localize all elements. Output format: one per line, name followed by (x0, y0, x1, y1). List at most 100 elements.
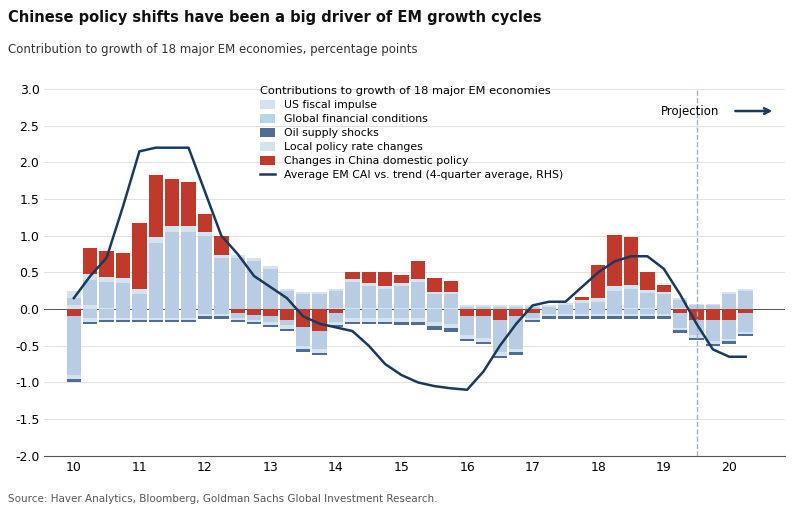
Bar (657, 314, 671, 317)
Bar (574, 314, 589, 317)
Bar (378, 287, 392, 289)
Bar (83, 305, 98, 309)
Bar (329, 322, 343, 325)
Bar (280, 320, 294, 322)
Bar (116, 320, 130, 322)
Bar (99, 310, 114, 318)
Bar (624, 314, 638, 317)
Bar (329, 325, 343, 327)
Bar (443, 324, 458, 328)
Bar (607, 291, 622, 309)
Bar (706, 344, 720, 346)
Bar (116, 310, 130, 318)
Bar (427, 309, 442, 312)
Bar (362, 282, 376, 286)
Bar (607, 317, 622, 319)
Bar (624, 310, 638, 314)
Bar (99, 251, 114, 277)
Bar (706, 320, 720, 323)
Bar (198, 236, 212, 309)
Bar (574, 303, 589, 309)
Bar (99, 277, 114, 280)
Bar (346, 282, 360, 307)
Bar (427, 322, 442, 326)
Bar (214, 317, 229, 319)
Bar (329, 309, 343, 313)
Bar (313, 294, 327, 309)
Legend: US fiscal impulse, Global financial conditions, Oil supply shocks, Local policy : US fiscal impulse, Global financial cond… (255, 81, 567, 184)
Bar (558, 310, 573, 314)
Bar (706, 304, 720, 305)
Bar (509, 321, 523, 349)
Bar (526, 318, 540, 320)
Bar (313, 333, 327, 349)
Bar (427, 326, 442, 330)
Bar (378, 309, 392, 310)
Bar (410, 322, 425, 325)
Bar (591, 310, 606, 314)
Bar (346, 307, 360, 309)
Bar (673, 300, 687, 307)
Bar (263, 318, 278, 322)
Bar (182, 226, 196, 230)
Bar (722, 309, 737, 320)
Bar (346, 279, 360, 282)
Bar (313, 353, 327, 355)
Bar (165, 179, 179, 226)
Bar (640, 314, 654, 317)
Bar (657, 292, 671, 294)
Bar (263, 266, 278, 269)
Bar (574, 317, 589, 319)
Bar (280, 325, 294, 329)
Bar (378, 307, 392, 309)
Bar (296, 330, 310, 346)
Bar (526, 313, 540, 314)
Bar (427, 312, 442, 322)
Bar (230, 309, 245, 313)
Bar (476, 317, 490, 320)
Bar (313, 292, 327, 294)
Bar (690, 320, 704, 322)
Bar (296, 292, 310, 294)
Bar (214, 314, 229, 317)
Bar (230, 314, 245, 318)
Bar (460, 319, 474, 335)
Bar (165, 310, 179, 318)
Bar (706, 309, 720, 320)
Bar (722, 342, 737, 344)
Bar (443, 328, 458, 332)
Bar (99, 320, 114, 322)
Bar (410, 307, 425, 309)
Bar (247, 315, 262, 317)
Bar (378, 289, 392, 307)
Bar (591, 298, 606, 302)
Text: Contribution to growth of 18 major EM economies, percentage points: Contribution to growth of 18 major EM ec… (8, 43, 418, 56)
Bar (427, 277, 442, 292)
Bar (394, 318, 409, 322)
Bar (83, 318, 98, 322)
Bar (640, 293, 654, 307)
Bar (182, 310, 196, 318)
Bar (83, 280, 98, 305)
Bar (198, 309, 212, 310)
Bar (182, 318, 196, 320)
Bar (526, 320, 540, 322)
Bar (362, 272, 376, 282)
Bar (346, 318, 360, 322)
Bar (493, 307, 507, 309)
Bar (690, 322, 704, 335)
Bar (427, 307, 442, 309)
Bar (526, 314, 540, 318)
Bar (493, 324, 507, 352)
Bar (230, 313, 245, 314)
Bar (657, 309, 671, 310)
Bar (640, 310, 654, 314)
Bar (329, 307, 343, 309)
Bar (99, 307, 114, 309)
Bar (230, 258, 245, 309)
Bar (410, 261, 425, 279)
Bar (296, 309, 310, 327)
Bar (83, 277, 98, 280)
Bar (706, 323, 720, 342)
Bar (722, 323, 737, 339)
